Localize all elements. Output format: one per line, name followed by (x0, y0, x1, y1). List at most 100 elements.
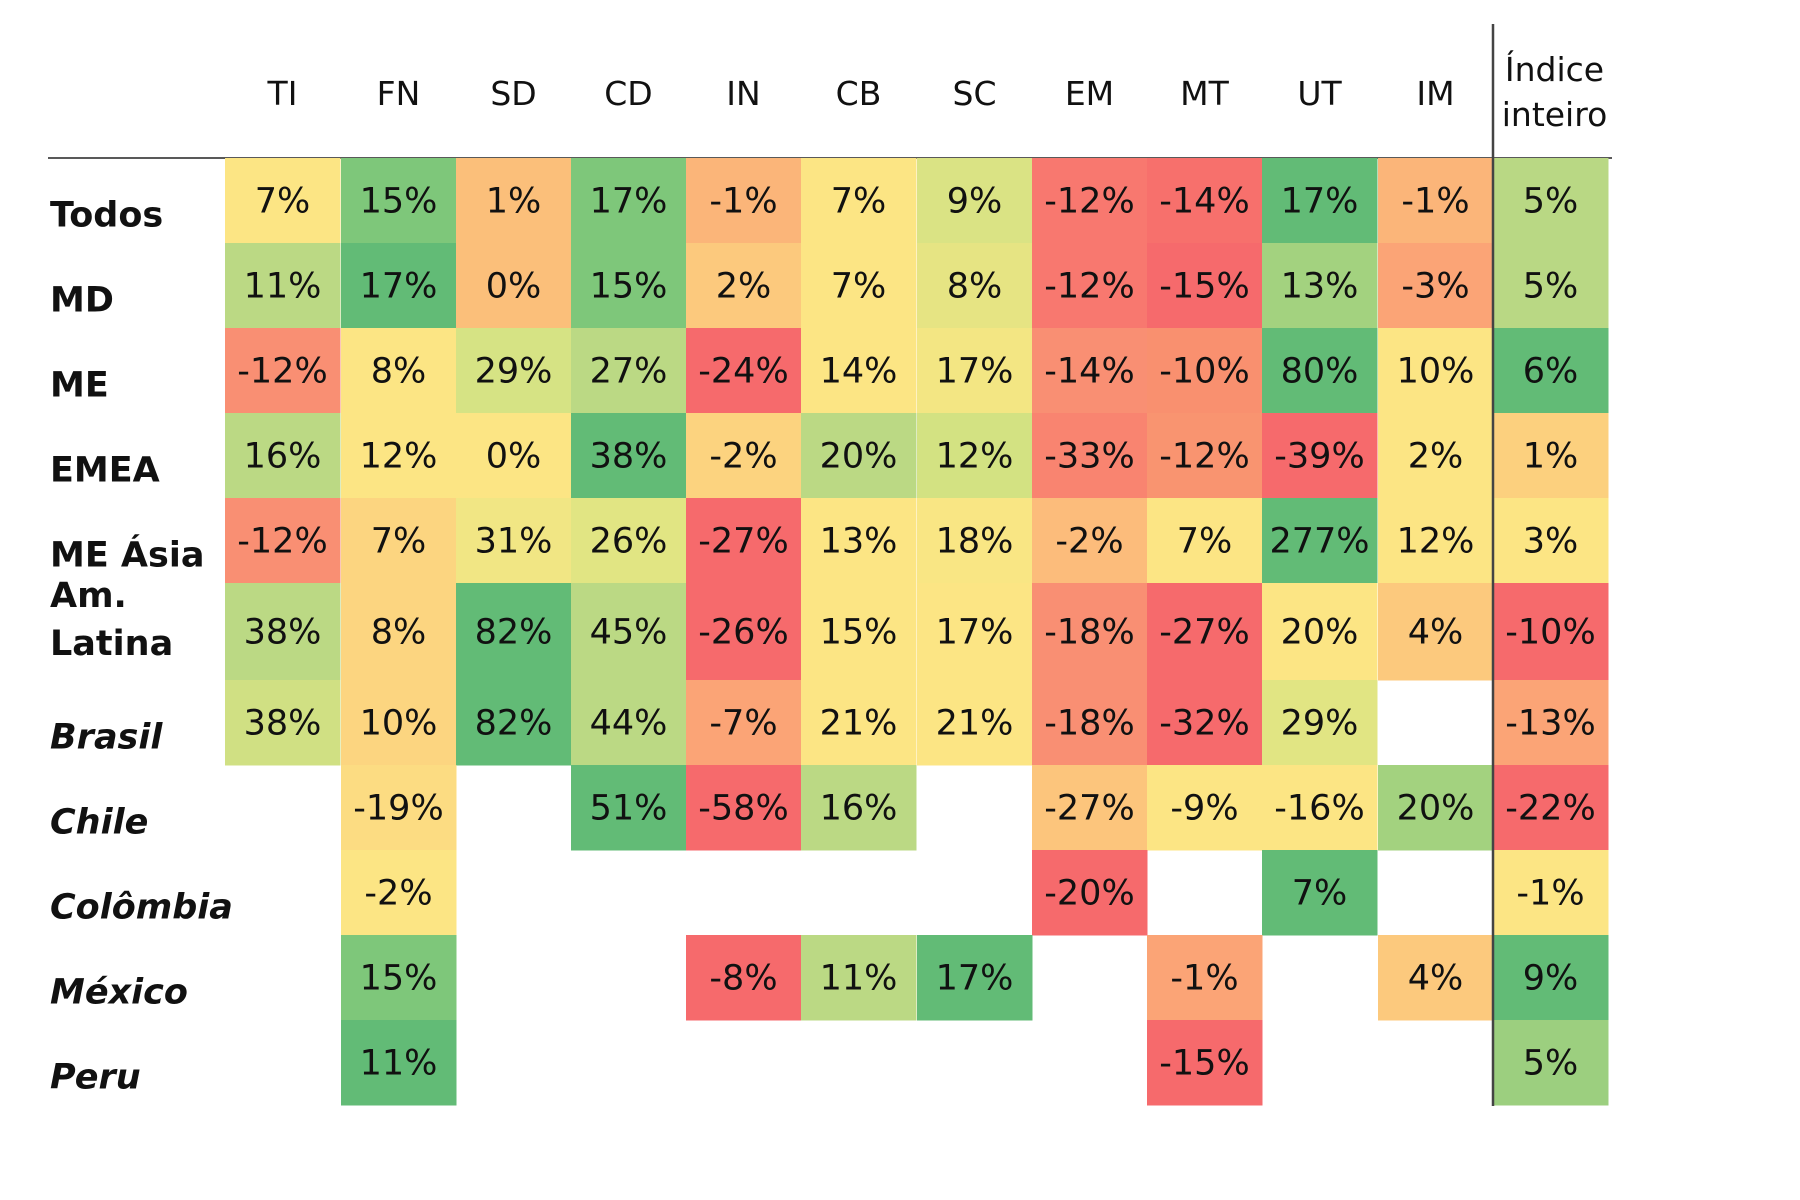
heatmap-cell: 27% (571, 328, 687, 414)
cell-value: 20% (1281, 613, 1359, 653)
cell-value: 7% (1292, 874, 1348, 914)
cell-background (1378, 765, 1494, 851)
cell-value: -27% (1044, 789, 1134, 829)
cell-value: 2% (716, 267, 772, 307)
cell-value: -26% (698, 613, 788, 653)
heatmap-cell: 8% (341, 583, 457, 681)
cell-value: 44% (590, 704, 668, 744)
cell-background (341, 1020, 457, 1106)
cell-background (1147, 328, 1263, 414)
cell-value: 5% (1523, 267, 1579, 307)
heatmap-cell: -14% (1032, 328, 1148, 414)
cell-value: -8% (709, 959, 777, 999)
cell-background (225, 498, 341, 584)
cell-background (1378, 413, 1494, 499)
heatmap-cell: -2% (686, 413, 802, 499)
cell-value: 17% (936, 613, 1014, 653)
heatmap-cell: 20% (1378, 765, 1494, 851)
cell-value: 29% (1281, 704, 1359, 744)
row-label: México (50, 973, 188, 1013)
index-cell: 3% (1493, 498, 1609, 584)
cell-background (341, 850, 457, 936)
cell-value: 29% (475, 352, 553, 392)
cell-value: -10% (1159, 352, 1249, 392)
cell-background (686, 935, 802, 1021)
heatmap-cell: 17% (917, 583, 1033, 681)
cell-value: 10% (360, 704, 438, 744)
heatmap-cell: 16% (225, 413, 341, 499)
heatmap-cell: -2% (1032, 498, 1148, 584)
heatmap-cell: 2% (1378, 413, 1494, 499)
index-cell: 6% (1493, 328, 1609, 414)
cell-background (1147, 765, 1263, 851)
heatmap-cell: 12% (1378, 498, 1494, 584)
cell-background (801, 413, 917, 499)
cell-background (1378, 935, 1494, 1021)
cell-value: 15% (590, 267, 668, 307)
cell-background (571, 583, 687, 681)
row-label: ME (50, 366, 109, 406)
heatmap-cell: -1% (1147, 935, 1263, 1021)
cell-value: 12% (360, 437, 438, 477)
cell-value: 7% (831, 182, 887, 222)
heatmap-cell: 8% (341, 328, 457, 414)
cell-background (1262, 680, 1378, 766)
heatmap-cell: 7% (801, 243, 917, 329)
heatmap-cell: -24% (686, 328, 802, 414)
heatmap-cell: -27% (686, 498, 802, 584)
cell-background (1262, 243, 1378, 329)
cell-value: -12% (237, 352, 327, 392)
column-header-mt: MT (1180, 74, 1229, 113)
cell-value: -16% (1274, 789, 1364, 829)
index-cell: 5% (1493, 1020, 1609, 1106)
cell-background (225, 243, 341, 329)
heatmap-cell: 18% (917, 498, 1033, 584)
cell-value: -39% (1274, 437, 1364, 477)
column-header-sc: SC (953, 74, 997, 113)
heatmap-cell: 10% (341, 680, 457, 766)
cell-value: 21% (820, 704, 898, 744)
cell-background (686, 680, 802, 766)
cell-background (1493, 850, 1609, 936)
cell-background (456, 413, 572, 499)
heatmap-cell: 11% (341, 1020, 457, 1106)
cell-background (1032, 498, 1148, 584)
heatmap-cell: 29% (456, 328, 572, 414)
cell-value: 15% (360, 182, 438, 222)
cell-background (571, 413, 687, 499)
cell-value: 8% (371, 613, 427, 653)
cell-value: 15% (360, 959, 438, 999)
cell-background (917, 583, 1033, 681)
heatmap-cell: 0% (456, 243, 572, 329)
cell-background (225, 328, 341, 414)
heatmap-cell: -12% (1032, 243, 1148, 329)
cell-value: 38% (590, 437, 668, 477)
cell-background (1262, 765, 1378, 851)
cell-value: -15% (1159, 1044, 1249, 1084)
cell-background (686, 583, 802, 681)
cell-value: 9% (1523, 959, 1579, 999)
cell-background (456, 243, 572, 329)
heatmap-cell: -1% (1378, 158, 1494, 244)
cell-background (1032, 328, 1148, 414)
cell-value: 8% (947, 267, 1003, 307)
heatmap-cell: 8% (917, 243, 1033, 329)
cell-background (1032, 158, 1148, 244)
cell-background (917, 498, 1033, 584)
heatmap-cell: -20% (1032, 850, 1148, 936)
cell-background (801, 328, 917, 414)
heatmap-cell: 38% (225, 583, 341, 681)
index-cell: 5% (1493, 158, 1609, 244)
heatmap-cell: -2% (341, 850, 457, 936)
cell-value: 7% (371, 522, 427, 562)
heatmap-cell: -12% (1032, 158, 1148, 244)
cell-background (1493, 1020, 1609, 1106)
heatmap-cell: 9% (917, 158, 1033, 244)
cell-background (917, 328, 1033, 414)
cell-value: 38% (244, 704, 322, 744)
cell-value: -12% (237, 522, 327, 562)
heatmap-cell: -19% (341, 765, 457, 851)
heatmap-cell: -18% (1032, 680, 1148, 766)
cell-value: 82% (475, 613, 553, 653)
row-label: Latina (50, 624, 173, 664)
